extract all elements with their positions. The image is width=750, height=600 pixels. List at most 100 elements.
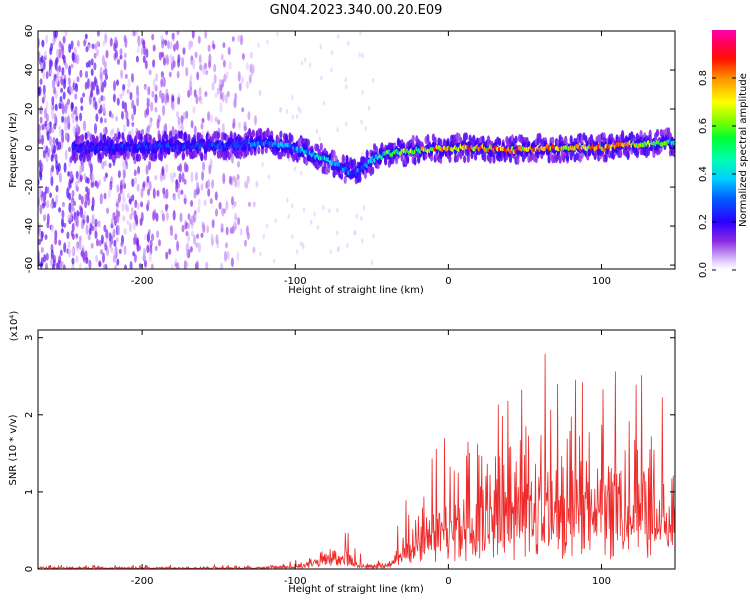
spectrogram-noise-speck [181, 56, 185, 68]
spectrogram-noise-speck [129, 213, 133, 221]
spectrogram-noise-speck [214, 116, 218, 123]
spectrogram-noise-speck [51, 223, 54, 233]
spectrogram-noise-speck [39, 78, 43, 85]
spectrogram-noise-speck [225, 71, 229, 80]
spectrogram-noise-speck [106, 207, 110, 214]
spectrogram-noise-speck [61, 45, 65, 57]
spectrogram-noise-speck [80, 195, 84, 205]
spectrogram-noise-speck [266, 39, 269, 45]
spectrogram-noise-speck [181, 172, 185, 183]
spectrogram-noise-speck [119, 184, 123, 195]
spectrogram-noise-speck [151, 33, 155, 41]
spectrogram-noise-speck [197, 206, 201, 214]
spectrogram-noise-speck [75, 180, 79, 192]
spectrogram-noise-speck [119, 54, 123, 60]
spectrogram-noise-speck [38, 187, 42, 196]
spectrogram-noise-speck [193, 125, 197, 136]
spectrogram-noise-speck [148, 69, 152, 76]
spectrogram-noise-speck [103, 176, 107, 182]
spectrogram-noise-speck [231, 226, 235, 234]
spectrogram-noise-speck [190, 215, 194, 226]
spectrogram-band-cell [619, 149, 623, 158]
spectrogram-band-cell [167, 145, 171, 155]
spectrogram-noise-speck [262, 234, 265, 240]
spectrogram-noise-speck [259, 251, 262, 257]
spectrogram-noise-speck [136, 183, 140, 192]
spectrogram-band-cell [84, 132, 88, 141]
spectrogram-noise-speck [125, 110, 129, 121]
spectrogram-noise-speck [39, 105, 43, 115]
spectrogram-noise-speck [59, 41, 62, 48]
spectrogram-noise-speck [84, 266, 88, 269]
spectrogram-y-tick-label: -40 [24, 218, 35, 234]
spectrogram-noise-speck [122, 83, 126, 91]
spectrogram-band-cell [538, 132, 542, 141]
spectrogram-noise-speck [64, 31, 68, 37]
spectrogram-noise-speck [322, 205, 325, 210]
spectrogram-noise-speck [131, 113, 135, 121]
spectrogram-noise-speck [222, 42, 226, 49]
spectrogram-noise-speck [135, 55, 139, 63]
spectrogram-band-cell [565, 153, 570, 162]
spectrogram-noise-speck [162, 187, 166, 195]
spectrogram-noise-speck [71, 257, 75, 265]
spectrogram-noise-speck [190, 230, 194, 237]
spectrogram-noise-speck [79, 174, 83, 181]
spectrogram-noise-speck [107, 187, 111, 199]
spectrogram-noise-speck [59, 96, 63, 103]
spectrogram-noise-speck [140, 46, 144, 56]
spectrogram-noise-speck [133, 210, 137, 221]
spectrogram-panel: -200 -100 0 100 60 40 20 0 -20 -40 -60 Height of … [8, 25, 676, 296]
spectrogram-noise-speck [215, 208, 218, 217]
spectrogram-noise-speck [152, 44, 156, 52]
spectrogram-noise-speck [165, 211, 169, 222]
spectrogram-noise-speck [66, 231, 70, 240]
spectrogram-noise-speck [105, 49, 109, 59]
spectrogram-band-cell [483, 151, 487, 160]
spectrogram-noise-speck [117, 224, 121, 236]
spectrogram-noise-speck [194, 213, 198, 220]
spectrogram-noise-speck [165, 204, 169, 210]
spectrogram-noise-speck [78, 240, 82, 251]
spectrogram-band-cell [363, 170, 367, 179]
spectrogram-noise-speck [80, 207, 83, 219]
spectrogram-noise-speck [122, 178, 125, 186]
spectrogram-noise-speck [71, 206, 75, 212]
spectrogram-noise-speck [149, 239, 153, 248]
spectrogram-noise-speck [231, 196, 234, 206]
spectrogram-band-cell [181, 152, 186, 160]
spectrogram-noise-speck [198, 54, 202, 64]
spectrogram-noise-speck [193, 89, 197, 98]
spectrogram-noise-speck [38, 87, 41, 94]
spectrogram-noise-speck [38, 130, 41, 142]
spectrogram-noise-speck [221, 123, 225, 134]
spectrogram-noise-speck [196, 233, 200, 239]
spectrogram-noise-speck [83, 172, 87, 180]
spectrogram-noise-speck [165, 251, 169, 260]
spectrogram-noise-speck [48, 59, 52, 69]
spectrogram-noise-speck [98, 108, 102, 115]
spectrogram-noise-speck [90, 58, 94, 66]
colorbar: 0.0 0.2 0.4 0.6 0.8 Normalized spectral ampl… [698, 30, 749, 278]
spectrogram-noise-speck [174, 258, 178, 264]
spectrogram-band-cell [80, 133, 84, 142]
spectrogram-noise-speck [46, 186, 50, 194]
spectrogram-noise-speck [84, 33, 88, 40]
spectrogram-noise-speck [75, 83, 78, 93]
spectrogram-noise-speck [361, 238, 364, 244]
spectrogram-noise-speck [46, 200, 50, 209]
spectrogram-noise-speck [211, 81, 215, 91]
spectrogram-noise-speck [60, 87, 64, 94]
spectrogram-band-cell [413, 157, 417, 166]
spectrogram-noise-speck [52, 37, 56, 46]
spectrogram-noise-speck [233, 219, 237, 227]
spectrogram-noise-speck [60, 228, 64, 234]
spectrogram-noise-speck [42, 150, 46, 159]
snr-x-ticks: -200 -100 0 100 [131, 330, 611, 587]
spectrogram-noise-speck [231, 36, 235, 42]
spectrogram-noise-speck [79, 262, 82, 269]
spectrogram-noise-speck [91, 204, 95, 212]
spectrogram-band-cell [279, 130, 283, 139]
spectrogram-noise-speck [200, 122, 204, 130]
